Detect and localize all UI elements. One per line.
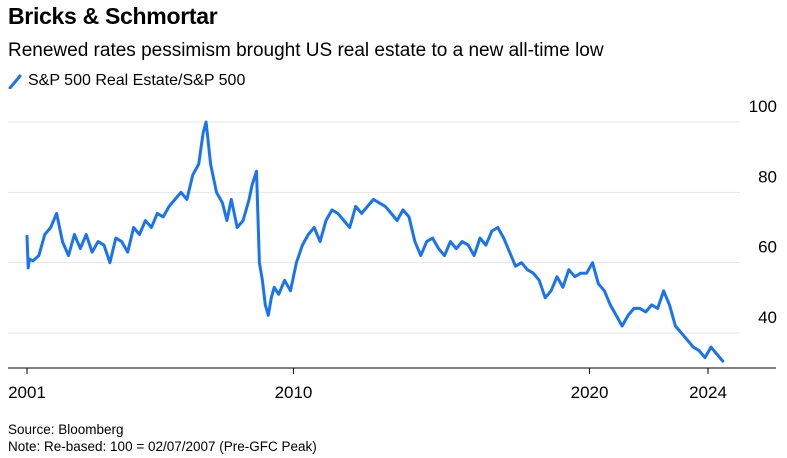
x-tick-label-2010: 2010 bbox=[275, 383, 313, 402]
x-tick-label-2024: 2024 bbox=[689, 383, 727, 402]
source-note: Source: Bloomberg bbox=[8, 422, 124, 437]
chart-title: Bricks & Schmortar bbox=[8, 3, 218, 29]
series-group bbox=[25, 120, 725, 363]
y-tick-label-40: 40 bbox=[758, 308, 777, 327]
x-axis: 2001 2010 2020 2024 bbox=[8, 367, 776, 402]
legend-label: S&P 500 Real Estate/S&P 500 bbox=[28, 72, 246, 89]
x-tick-label-2020: 2020 bbox=[571, 383, 609, 402]
grid-lines bbox=[8, 121, 740, 334]
y-tick-label-100: 100 bbox=[749, 97, 777, 116]
legend-swatch-icon bbox=[8, 74, 22, 89]
footnote: Note: Re-based: 100 = 02/07/2007 (Pre-GF… bbox=[8, 439, 317, 454]
y-tick-label-60: 60 bbox=[758, 238, 777, 257]
y-tick-label-80: 80 bbox=[758, 167, 777, 186]
y-axis-ticks: 100 80 60 40 bbox=[749, 97, 777, 327]
x-tick-label-2001: 2001 bbox=[8, 383, 46, 402]
chart-subtitle: Renewed rates pessimism brought US real … bbox=[8, 40, 604, 61]
legend: S&P 500 Real Estate/S&P 500 bbox=[8, 72, 245, 90]
series-line-0 bbox=[25, 120, 725, 363]
